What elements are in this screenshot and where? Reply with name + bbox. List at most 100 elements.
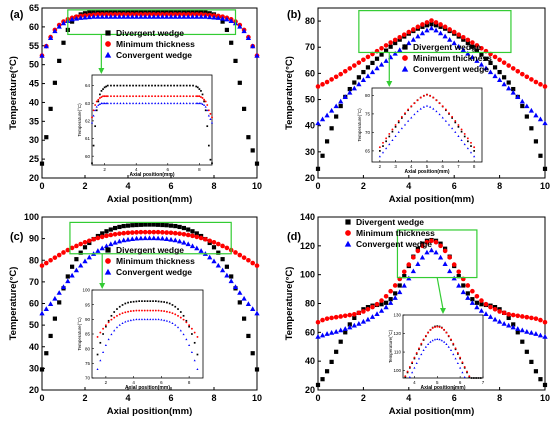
- data-point: [194, 234, 200, 240]
- inset-data-point: [179, 102, 182, 105]
- inset-y-tick-label: 70: [365, 130, 371, 135]
- data-point: [384, 48, 389, 53]
- inset-data-point: [110, 95, 112, 98]
- data-point: [483, 301, 489, 307]
- data-point: [250, 43, 256, 49]
- data-point: [479, 45, 484, 51]
- inset-data-point: [151, 318, 155, 321]
- legend-marker: [402, 55, 408, 61]
- inset-data-point: [411, 361, 414, 364]
- data-point: [177, 224, 182, 230]
- data-point: [510, 312, 516, 318]
- inset-data-point: [105, 95, 108, 98]
- inset-data-point: [102, 351, 105, 354]
- inset-data-point: [98, 103, 101, 105]
- data-point: [406, 40, 412, 46]
- panel-label: (a): [10, 9, 24, 21]
- series-1: [315, 18, 548, 89]
- data-point: [78, 241, 84, 247]
- inset-data-point: [385, 140, 387, 143]
- data-point: [99, 245, 105, 251]
- inset-data-point: [163, 319, 166, 322]
- data-point: [511, 322, 516, 327]
- data-point: [186, 227, 191, 232]
- inset-data-point: [152, 300, 154, 302]
- inset-data-point: [204, 105, 207, 108]
- data-point: [529, 315, 534, 321]
- data-point: [202, 14, 209, 19]
- inset-data-point: [177, 314, 179, 317]
- data-point: [121, 14, 127, 19]
- inset-x-tick-label: 6: [441, 164, 444, 169]
- data-point: [108, 14, 114, 19]
- data-point: [241, 255, 247, 260]
- inset-data-point: [200, 90, 202, 92]
- data-point: [510, 66, 516, 71]
- data-point: [533, 112, 539, 118]
- inset-data-point: [168, 311, 171, 314]
- panel-label: (b): [287, 9, 301, 21]
- inset-data-point: [422, 338, 425, 341]
- data-point: [474, 293, 480, 299]
- data-point: [528, 107, 535, 113]
- data-point: [465, 50, 471, 56]
- inset-data-point: [124, 311, 127, 314]
- inset-data-point: [470, 145, 472, 147]
- data-point: [112, 14, 118, 19]
- data-point: [451, 40, 457, 46]
- data-point: [315, 382, 321, 388]
- y-tick-label: 50: [29, 60, 39, 70]
- data-point: [241, 295, 247, 301]
- inset-data-point: [113, 316, 116, 319]
- data-point: [437, 30, 444, 36]
- data-point: [246, 257, 251, 263]
- y-tick-label: 120: [300, 241, 315, 251]
- inset-data-point: [157, 102, 160, 105]
- data-point: [160, 230, 165, 235]
- legend-label: Divergent wedge: [116, 28, 184, 38]
- inset-data-point: [110, 318, 113, 321]
- data-point: [194, 245, 200, 251]
- inset-data-point: [160, 309, 163, 312]
- data-point: [492, 65, 498, 70]
- x-axis-label: Axial position(mm): [389, 194, 475, 205]
- inset-series-1: [96, 309, 199, 338]
- data-point: [95, 14, 101, 19]
- data-point: [168, 236, 174, 242]
- inset-x-axis-label: Axial position(mm): [404, 169, 449, 175]
- data-point: [185, 241, 191, 247]
- data-point: [424, 20, 430, 25]
- inset-data-point: [397, 119, 400, 122]
- legend-label: Divergent wedge: [356, 217, 424, 227]
- inset-series-0: [91, 84, 213, 165]
- inset-x-tick-label: 2: [105, 380, 108, 385]
- legend-marker: [345, 219, 351, 225]
- data-point: [190, 229, 195, 234]
- data-point: [378, 61, 385, 67]
- data-point: [510, 89, 516, 95]
- data-point: [315, 319, 321, 325]
- data-point: [333, 328, 339, 334]
- inset-data-point: [151, 95, 153, 98]
- inset-data-point: [193, 341, 196, 344]
- data-point: [219, 15, 226, 21]
- x-tick-label: 8: [497, 393, 502, 403]
- inset-data-point: [410, 116, 413, 119]
- inset-data-point: [415, 362, 418, 365]
- y-tick-label: 20: [29, 173, 39, 183]
- x-tick-label: 4: [406, 181, 411, 191]
- y-tick-label: 70: [29, 277, 39, 287]
- data-point: [168, 223, 174, 228]
- inset-data-point: [444, 119, 447, 122]
- data-point: [542, 84, 548, 89]
- data-point: [125, 230, 131, 236]
- inset-data-point: [122, 95, 125, 98]
- data-point: [529, 359, 534, 364]
- data-point: [510, 324, 516, 330]
- inset-y-tick-label: 100: [393, 368, 401, 373]
- inset-data-point: [121, 304, 124, 306]
- inset-data-point: [103, 86, 106, 89]
- data-point: [320, 317, 325, 323]
- data-point: [496, 77, 503, 83]
- data-point: [173, 223, 178, 229]
